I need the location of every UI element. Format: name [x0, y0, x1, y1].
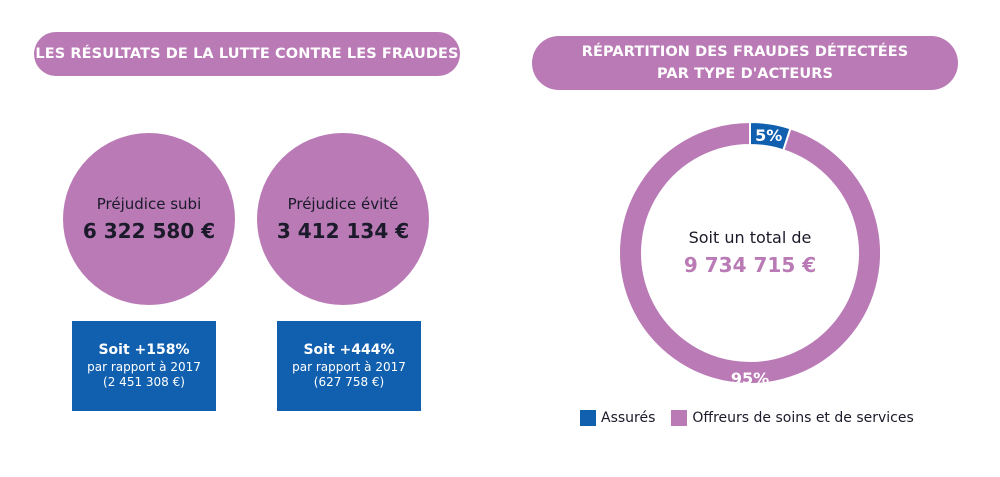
- results-header-text: LES RÉSULTATS DE LA LUTTE CONTRE LES FRA…: [35, 46, 459, 62]
- results-header: LES RÉSULTATS DE LA LUTTE CONTRE LES FRA…: [34, 32, 460, 76]
- donut-slice-label-0: 5%: [755, 126, 782, 145]
- donut-chart: 5% 95%: [620, 120, 880, 388]
- kpi-label: Préjudice évité: [287, 195, 399, 213]
- kpi-compare-line1: par rapport à 2017: [292, 360, 406, 374]
- donut-slice-label-1: 95%: [731, 369, 769, 388]
- donut-slices: [620, 120, 880, 385]
- kpi-change-box-evite: Soit +444% par rapport à 2017 (627 758 €…: [277, 321, 421, 411]
- kpi-compare-line2: (627 758 €): [313, 375, 385, 389]
- kpi-change-box-subi: Soit +158% par rapport à 2017 (2 451 308…: [72, 321, 216, 411]
- legend-swatch: [580, 410, 596, 426]
- legend-item-assures: Assurés: [580, 410, 655, 426]
- kpi-change: Soit +158%: [98, 342, 190, 358]
- legend-swatch: [671, 410, 688, 426]
- legend-label: Offreurs de soins et de services: [692, 410, 914, 426]
- kpi-value: 3 412 134 €: [276, 219, 410, 243]
- donut-center: Soit un total de 9 734 715 €: [650, 228, 850, 277]
- legend-label: Assurés: [601, 410, 656, 426]
- kpi-label: Préjudice subi: [96, 195, 202, 213]
- donut-slice-1: [620, 120, 880, 385]
- kpi-change: Soit +444%: [303, 342, 395, 358]
- donut-center-label: Soit un total de: [688, 228, 812, 247]
- chart-legend: Assurés Offreurs de soins et de services: [580, 410, 930, 426]
- legend-item-offreurs: Offreurs de soins et de services: [671, 410, 914, 426]
- donut-center-value: 9 734 715 €: [683, 253, 817, 277]
- kpi-value: 6 322 580 €: [82, 219, 216, 243]
- kpi-compare-line1: par rapport à 2017: [87, 360, 201, 374]
- kpi-compare-line2: (2 451 308 €): [103, 375, 185, 389]
- kpi-circle-prejudice-evite: Préjudice évité 3 412 134 €: [257, 133, 429, 305]
- chart-header: RÉPARTITION DES FRAUDES DÉTECTÉES PAR TY…: [532, 36, 958, 90]
- kpi-circle-prejudice-subi: Préjudice subi 6 322 580 €: [63, 133, 235, 305]
- chart-header-line2: PAR TYPE D'ACTEURS: [656, 66, 834, 82]
- donut-slice-labels: 5% 95%: [731, 126, 782, 388]
- chart-header-line1: RÉPARTITION DES FRAUDES DÉTECTÉES: [581, 44, 909, 60]
